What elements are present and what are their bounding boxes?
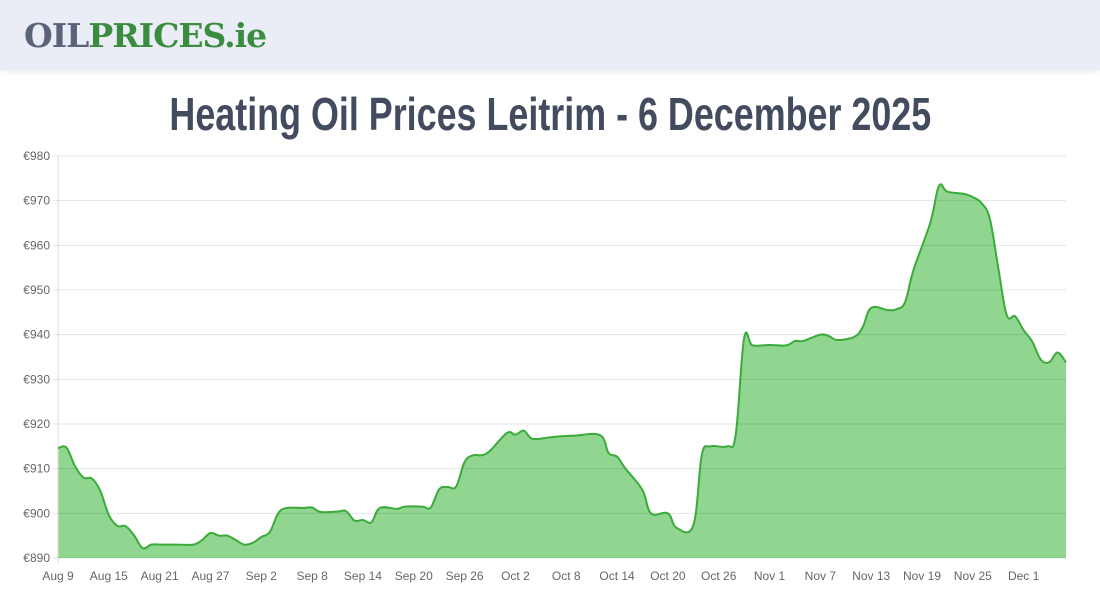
x-tick-label: Sep 14 (344, 569, 382, 583)
x-tick-label: Oct 20 (650, 569, 686, 583)
logo-text-prices: PRICES.ie (88, 16, 267, 55)
x-tick-label: Sep 20 (395, 569, 433, 583)
x-tick-label: Aug 21 (141, 569, 179, 583)
x-tick-label: Aug 27 (191, 569, 229, 583)
x-tick-label: Nov 1 (754, 569, 786, 583)
y-tick-label: €970 (23, 194, 50, 208)
y-tick-label: €930 (23, 372, 50, 386)
x-tick-label: Nov 13 (852, 569, 890, 583)
logo-text-oil: OIL (24, 16, 89, 55)
x-tick-label: Nov 19 (903, 569, 941, 583)
x-tick-label: Aug 9 (42, 569, 74, 583)
site-logo[interactable]: OILPRICES.ie (24, 16, 267, 56)
page-title: Heating Oil Prices Leitrim - 6 December … (0, 82, 1100, 146)
x-tick-label: Oct 14 (599, 569, 635, 583)
x-tick-label: Dec 1 (1008, 569, 1040, 583)
y-tick-label: €900 (23, 506, 50, 520)
x-tick-label: Nov 25 (954, 569, 992, 583)
price-area-fill (58, 184, 1066, 559)
site-header: OILPRICES.ie (0, 0, 1100, 70)
x-tick-label: Sep 2 (246, 569, 278, 583)
y-tick-label: €910 (23, 462, 50, 476)
y-tick-label: €920 (23, 417, 50, 431)
x-tick-label: Aug 15 (90, 569, 128, 583)
x-tick-label: Oct 26 (701, 569, 737, 583)
y-tick-label: €960 (23, 238, 50, 252)
x-tick-label: Nov 7 (805, 569, 837, 583)
x-tick-label: Sep 26 (446, 569, 484, 583)
y-tick-label: €980 (23, 149, 50, 163)
page-title-text: Heating Oil Prices Leitrim - 6 December … (169, 88, 931, 140)
x-tick-label: Sep 8 (296, 569, 328, 583)
x-tick-label: Oct 8 (552, 569, 581, 583)
x-tick-label: Oct 2 (501, 569, 530, 583)
y-tick-label: €890 (23, 551, 50, 565)
y-tick-label: €950 (23, 283, 50, 297)
y-tick-label: €940 (23, 328, 50, 342)
price-line (57, 183, 1067, 550)
